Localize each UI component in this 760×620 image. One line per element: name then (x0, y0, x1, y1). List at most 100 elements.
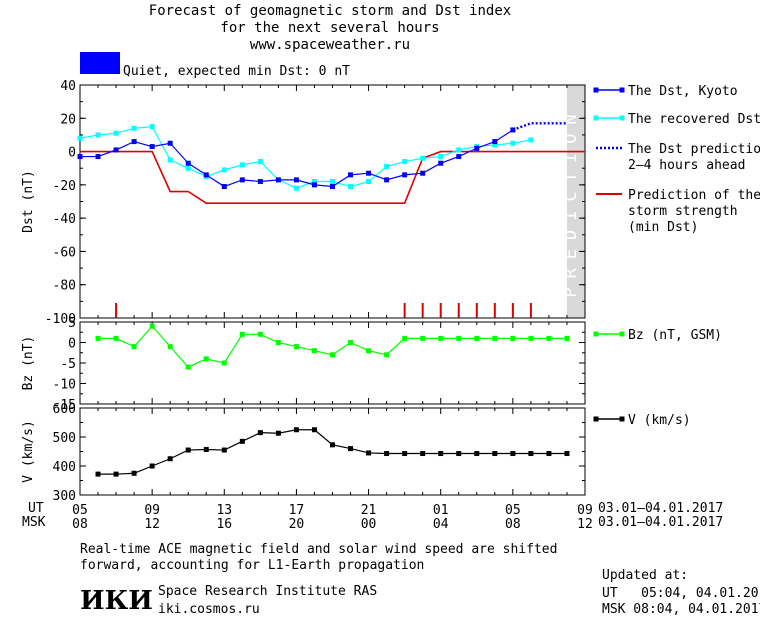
recovered-dst-line-point (384, 164, 390, 170)
velocity-line-point (474, 451, 480, 457)
msk-date-range: 03.01—04.01.2017 (598, 515, 724, 530)
bz-line-point (185, 364, 191, 370)
updated-label: Updated at: (602, 568, 689, 583)
y-tick-label: -100 (45, 312, 76, 327)
dst-kyoto-line-point (77, 154, 83, 160)
dst-kyoto-line-point (456, 154, 462, 160)
velocity-line-point (293, 427, 299, 433)
velocity-line-point (456, 451, 462, 457)
velocity-line-point (366, 450, 372, 456)
legend-marker (619, 115, 625, 121)
velocity-line-point (203, 446, 209, 452)
y-tick-label: -5 (60, 357, 76, 372)
bz-line-point (95, 335, 101, 341)
bz-line-point (564, 335, 570, 341)
velocity-line-point (257, 430, 263, 436)
bz-line-point (221, 360, 227, 366)
velocity-line-point (546, 451, 552, 457)
velocity-line-point (492, 451, 498, 457)
ut-date-range: 03.01—04.01.2017 (598, 501, 724, 516)
bz-line-point (275, 340, 281, 345)
recovered-dst-line-point (113, 130, 119, 136)
legend-label: The recovered Dst (628, 112, 760, 127)
bz-line-point (257, 331, 263, 337)
updated-msk: MSK 08:04, 04.01.2017 (602, 602, 760, 617)
updated-ut: UT 05:04, 04.01.2017 (602, 586, 760, 601)
y-axis-label: Dst (nT) (21, 170, 36, 233)
bz-line-point (203, 356, 209, 362)
recovered-dst-line-point (185, 165, 191, 171)
x-tick-label-ut: 13 (216, 503, 232, 518)
recovered-dst-line-point (95, 132, 101, 138)
dst-kyoto-line-point (402, 172, 408, 178)
velocity-line-point (167, 456, 173, 462)
chart-title-line3: www.spaceweather.ru (249, 37, 411, 53)
y-axis-label: Bz (nT) (21, 336, 36, 391)
dst-kyoto-line-point (95, 154, 101, 160)
prediction-band (566, 85, 585, 318)
x-tick-label-ut: 09 (144, 503, 160, 518)
recovered-dst-line-point (366, 179, 372, 185)
y-tick-label: 600 (53, 402, 76, 417)
msk-axis-label: MSK (22, 515, 46, 530)
dst-kyoto-line-point (330, 184, 335, 190)
bz-line-point (438, 335, 444, 341)
recovered-dst-line-point (510, 140, 516, 146)
bz-line-point (420, 335, 426, 341)
y-tick-label: -40 (53, 212, 76, 227)
dst-kyoto-line-point (492, 139, 498, 145)
bz-line-point (456, 335, 462, 341)
footer-note-line1: Real-time ACE magnetic field and solar w… (80, 542, 558, 557)
x-tick-label-ut: 05 (505, 503, 521, 518)
velocity-line-point (528, 451, 534, 457)
footer-note-line2: forward, accounting for L1-Earth propaga… (80, 558, 425, 573)
y-tick-label: -80 (53, 279, 76, 294)
recovered-dst-line-point (330, 179, 335, 185)
y-tick-label: -15 (53, 398, 76, 413)
bz-line-point (384, 352, 390, 358)
bz-line-point (402, 335, 408, 341)
y-tick-label: -20 (53, 179, 76, 194)
x-tick-label-ut: 09 (577, 503, 593, 518)
y-tick-label: 40 (60, 79, 76, 94)
bz-line-point (239, 331, 245, 337)
y-tick-label: 5 (68, 316, 76, 331)
y-tick-label: 300 (53, 489, 76, 504)
dst-kyoto-line-point (167, 140, 173, 146)
legend-marker (593, 331, 599, 337)
recovered-dst-line-point (239, 162, 245, 168)
x-tick-label-ut: 21 (361, 503, 377, 518)
prediction-label: PREDICTION (561, 105, 581, 297)
status-swatch (80, 52, 120, 74)
chart-title-line1: Forecast of geomagnetic storm and Dst in… (148, 3, 512, 19)
velocity-line-point (330, 442, 335, 448)
x-tick-label-msk: 12 (577, 517, 593, 532)
panel-frame (79, 84, 586, 319)
legend-label: The Dst, Kyoto (628, 84, 738, 99)
velocity-line-point (221, 447, 227, 453)
dst-kyoto-line-point (149, 144, 155, 150)
legend-label: The Dst prediction (628, 142, 760, 157)
velocity-line-point (402, 451, 408, 457)
x-tick-label-msk: 04 (433, 517, 449, 532)
y-tick-label: 0 (68, 337, 76, 352)
velocity-line-point (311, 427, 317, 433)
recovered-dst-line-point (311, 179, 317, 185)
x-tick-label-msk: 08 (72, 517, 88, 532)
y-tick-label: -10 (53, 378, 76, 393)
y-tick-label: 20 (60, 112, 76, 127)
bz-line-point (492, 335, 498, 341)
institute-site[interactable]: iki.cosmos.ru (158, 602, 260, 617)
velocity-line-point (510, 451, 516, 457)
velocity-line-point (384, 451, 390, 457)
velocity-line-point (113, 471, 119, 477)
legend-marker (593, 87, 599, 93)
dst-kyoto-line-point (474, 145, 480, 151)
x-tick-label-msk: 08 (505, 517, 521, 532)
dst-kyoto-line-point (420, 170, 426, 176)
dst-kyoto-line-point (239, 177, 245, 183)
bz-line-point (131, 344, 137, 350)
legend-label: (min Dst) (628, 220, 698, 235)
x-tick-label-msk: 12 (144, 517, 160, 532)
